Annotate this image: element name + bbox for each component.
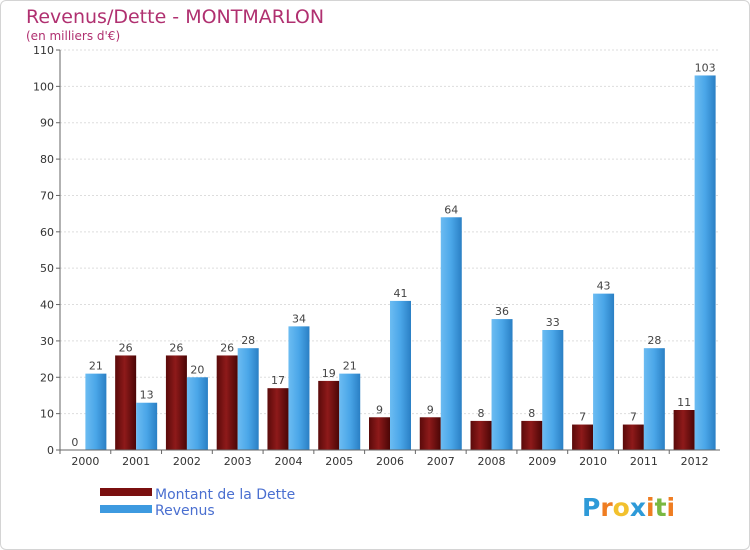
bar-revenus [136,402,158,450]
data-label-revenus: 43 [597,280,611,293]
data-label-revenus: 28 [241,334,255,347]
data-label-revenus: 36 [495,305,509,318]
data-label-revenus: 103 [695,61,716,74]
bar-revenus [593,293,615,450]
x-tick-label: 2006 [376,455,404,468]
data-label-debt: 7 [630,411,637,424]
legend-label-revenus: Revenus [155,503,215,519]
x-tick-label: 2004 [274,455,302,468]
bar-revenus [440,217,462,450]
bar-revenus [491,319,513,450]
bar-revenus [288,326,310,450]
y-axis-ticks: 0 10 20 30 40 50 60 70 80 90 100 110 [33,44,60,457]
x-axis-ticks: 2000 2001 2002 2003 2004 2005 2006 2007 2008 2009… [59,450,709,468]
data-label-revenus: 33 [546,316,560,329]
data-label-revenus: 64 [444,203,458,216]
data-label-revenus: 13 [140,389,154,402]
logo-letter: i [646,493,655,522]
bar-debt [369,417,390,450]
legend: Montant de la Dette Revenus [100,487,295,519]
logo-letter: t [655,493,667,522]
bar-debt [216,355,238,450]
bar-debt [470,420,492,450]
logo-letter: x [630,493,646,522]
y-tick-label: 110 [33,44,54,57]
x-tick-label: 2000 [71,455,99,468]
y-tick-label: 0 [47,444,54,457]
data-label-revenus: 28 [647,334,661,347]
y-tick-label: 100 [33,80,54,93]
x-tick-label: 2002 [173,455,201,468]
data-label-revenus: 20 [190,363,204,376]
logo-letter: o [613,493,630,522]
data-label-revenus: 21 [343,360,357,373]
data-label-debt: 7 [579,411,586,424]
data-label-debt: 9 [376,403,383,416]
data-label-debt: 0 [71,436,78,449]
y-tick-label: 10 [40,408,54,421]
x-tick-label: 2007 [427,455,455,468]
bar-revenus [186,377,208,450]
data-label-debt: 26 [169,341,183,354]
data-label-debt: 19 [322,367,336,380]
data-label-debt: 9 [427,403,434,416]
y-tick-label: 90 [40,117,54,130]
bar-revenus [694,75,716,451]
y-tick-label: 70 [40,189,54,202]
data-label-debt: 26 [220,341,234,354]
bar-debt [572,424,594,450]
bar-debt [521,420,543,450]
x-tick-label: 2012 [681,455,709,468]
data-label-debt: 17 [271,374,285,387]
data-label-revenus: 34 [292,312,306,325]
bar-debt [165,355,187,450]
logo-letter: r [600,493,613,522]
x-tick-label: 2009 [528,455,556,468]
svg-text:Proxiti: Proxiti [582,493,675,522]
data-label-debt: 26 [119,341,133,354]
bar-debt [318,380,340,450]
data-label-revenus: 21 [89,360,103,373]
bar-revenus [390,300,411,450]
bar-debt [115,355,137,450]
y-tick-label: 20 [40,371,54,384]
logo-letter: P [582,493,600,522]
bar-revenus [339,373,361,450]
x-tick-label: 2008 [478,455,506,468]
legend-swatch-dette [100,488,152,496]
proxiti-logo: Proxiti [582,493,675,522]
x-tick-label: 2010 [579,455,607,468]
y-tick-label: 50 [40,262,54,275]
y-tick-label: 80 [40,153,54,166]
y-tick-label: 60 [40,226,54,239]
legend-label-dette: Montant de la Dette [155,487,295,503]
bar-debt [622,424,644,450]
bar-debt [673,410,695,450]
x-tick-label: 2011 [630,455,658,468]
x-tick-label: 2003 [224,455,252,468]
data-label-revenus: 41 [394,287,408,300]
bar-revenus [85,373,107,450]
bar-debt [267,388,289,450]
x-tick-label: 2005 [325,455,353,468]
chart-subtitle: (en milliers d'€) [26,29,120,43]
bar-debt [419,417,441,450]
legend-swatch-revenus [100,505,152,513]
y-tick-label: 30 [40,335,54,348]
bar-revenus [237,348,259,450]
bar-revenus [542,330,564,450]
logo-letter: i [667,493,676,522]
data-label-debt: 8 [478,407,485,420]
bars: 0 21 26 13 26 20 26 28 17 34 19 21 9 41 9 64 8 36 8 33 7 43 7 2… [71,61,716,451]
x-tick-label: 2001 [122,455,150,468]
chart-title: Revenus/Dette - MONTMARLON [26,6,324,28]
bar-revenus [643,348,665,450]
data-label-debt: 11 [677,396,691,409]
data-label-debt: 8 [528,407,535,420]
y-tick-label: 40 [40,299,54,312]
